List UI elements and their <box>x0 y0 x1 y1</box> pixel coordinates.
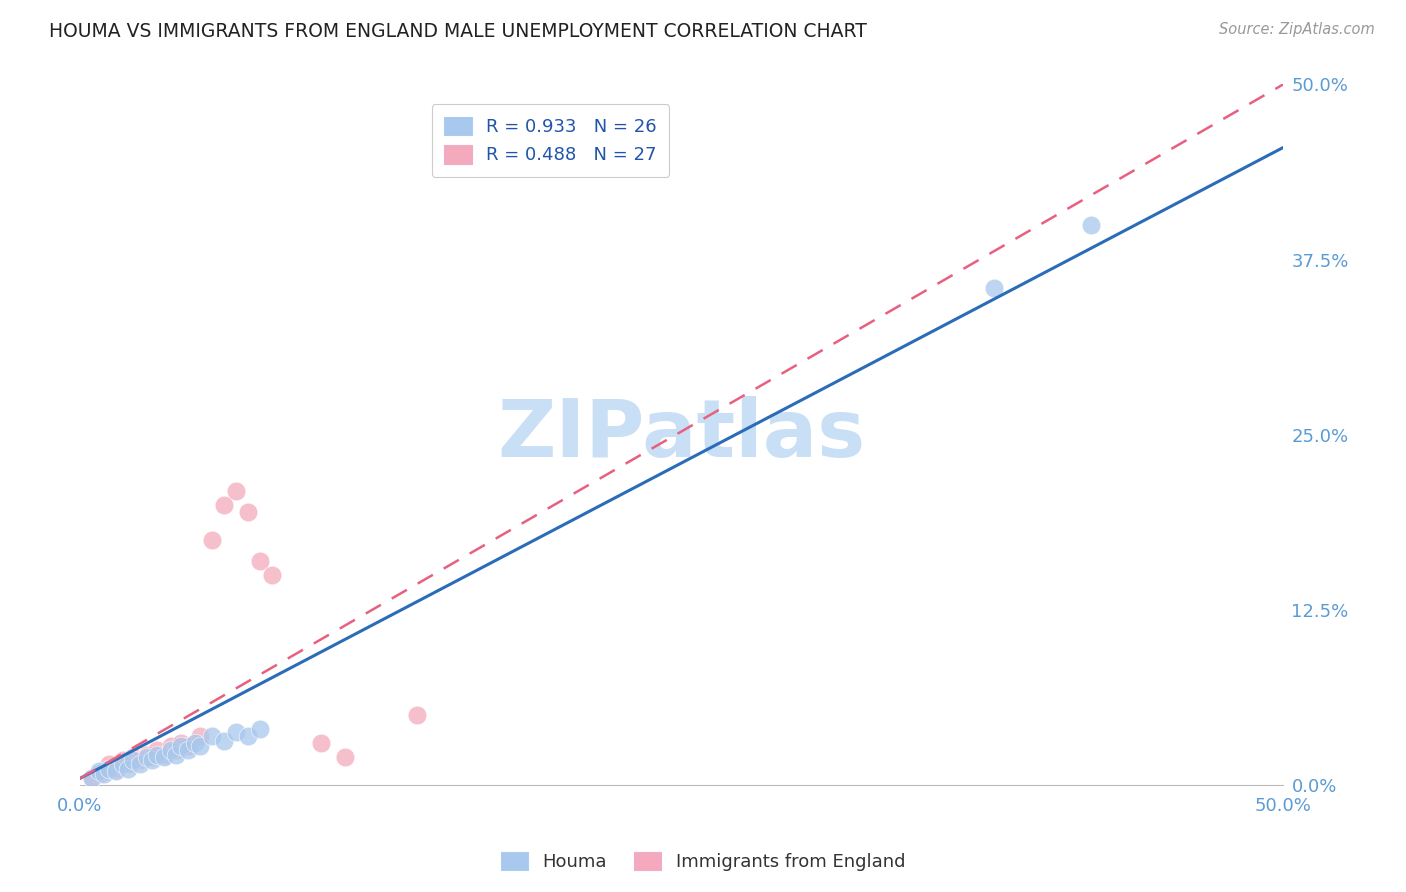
Point <box>97 762 120 776</box>
Point <box>141 750 163 764</box>
Text: ZIPatlas: ZIPatlas <box>498 396 866 474</box>
Point <box>121 753 143 767</box>
Point <box>136 747 159 762</box>
Point <box>184 736 207 750</box>
Point <box>165 747 187 762</box>
Point <box>141 753 163 767</box>
Point <box>160 743 183 757</box>
Point <box>177 743 200 757</box>
Point <box>225 483 247 498</box>
Text: Source: ZipAtlas.com: Source: ZipAtlas.com <box>1219 22 1375 37</box>
Point <box>262 568 284 582</box>
Point <box>165 743 187 757</box>
Point <box>146 747 169 762</box>
Point <box>160 739 183 754</box>
Point <box>238 730 260 744</box>
Point <box>87 764 110 779</box>
Point <box>153 747 176 762</box>
Point <box>121 750 143 764</box>
Point <box>97 757 120 772</box>
Point <box>153 750 176 764</box>
Point <box>112 753 135 767</box>
Point <box>225 725 247 739</box>
Point <box>188 739 211 754</box>
Point <box>104 764 127 779</box>
Point <box>129 753 152 767</box>
Legend: Houma, Immigrants from England: Houma, Immigrants from England <box>494 845 912 879</box>
Point <box>212 733 235 747</box>
Point <box>117 757 139 772</box>
Point <box>112 757 135 772</box>
Point <box>188 730 211 744</box>
Point <box>333 750 356 764</box>
Point <box>129 757 152 772</box>
Point <box>146 743 169 757</box>
Point <box>1080 218 1102 232</box>
Point <box>212 498 235 512</box>
Point <box>136 750 159 764</box>
Point <box>87 767 110 781</box>
Point <box>249 554 271 568</box>
Point <box>201 533 224 547</box>
Point <box>309 736 332 750</box>
Point <box>238 505 260 519</box>
Point <box>201 730 224 744</box>
Point <box>104 762 127 776</box>
Point <box>93 764 115 779</box>
Text: HOUMA VS IMMIGRANTS FROM ENGLAND MALE UNEMPLOYMENT CORRELATION CHART: HOUMA VS IMMIGRANTS FROM ENGLAND MALE UN… <box>49 22 868 41</box>
Legend: R = 0.933   N = 26, R = 0.488   N = 27: R = 0.933 N = 26, R = 0.488 N = 27 <box>432 104 669 177</box>
Point <box>93 767 115 781</box>
Point <box>405 708 427 723</box>
Point <box>177 739 200 754</box>
Point <box>80 772 103 786</box>
Point <box>80 772 103 786</box>
Point <box>983 281 1005 295</box>
Point <box>249 723 271 737</box>
Point <box>170 736 193 750</box>
Point <box>117 762 139 776</box>
Point <box>170 739 193 754</box>
